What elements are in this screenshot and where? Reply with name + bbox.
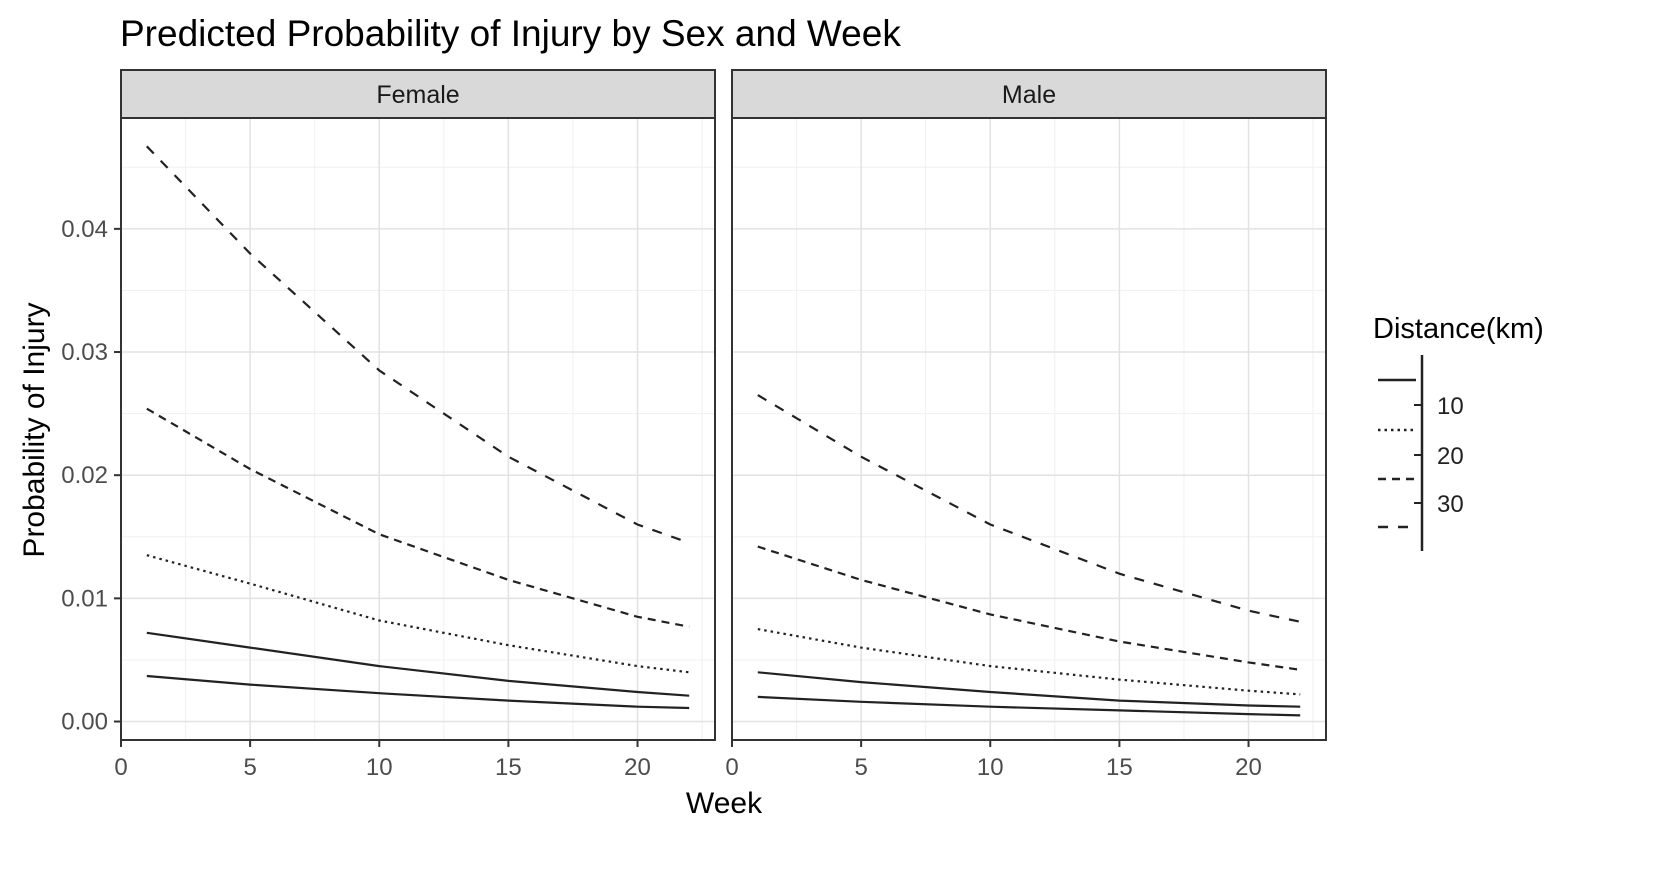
y-tick-label: 0.00: [61, 709, 108, 736]
series-line-dashed-short: [146, 407, 690, 628]
x-tick-label: 15: [495, 754, 522, 781]
y-tick-label: 0.04: [61, 216, 108, 243]
panel-male: Male: [731, 69, 1327, 741]
y-axis: 0.00 0.01 0.02 0.03 0.04: [61, 216, 121, 736]
legend: Distance(km) 10 20 30: [1373, 313, 1544, 551]
x-tick-label: 20: [624, 754, 651, 781]
legend-label-10: 10: [1437, 393, 1464, 420]
chart-title: Predicted Probability of Injury by Sex a…: [120, 13, 901, 54]
x-tick-label: 10: [977, 754, 1004, 781]
panel-male-lines: [757, 394, 1301, 717]
panel-female-strip-label: Female: [376, 81, 459, 109]
panel-female-lines: [146, 145, 690, 710]
panel-female-border: [120, 117, 716, 741]
x-tick-label: 0: [114, 754, 127, 781]
x-tick-label: 0: [725, 754, 738, 781]
panel-female: Female: [120, 69, 716, 741]
panel-female-strip: [120, 69, 716, 119]
y-tick-label: 0.03: [61, 339, 108, 366]
x-tick-label: 10: [366, 754, 393, 781]
series-line-dotted: [146, 554, 690, 674]
legend-label-30: 30: [1437, 491, 1464, 518]
series-line-solid: [146, 674, 690, 710]
x-tick-label: 15: [1106, 754, 1133, 781]
panel-female-gridlines: [120, 118, 715, 740]
y-axis-title: Probability of Injury: [18, 302, 51, 557]
y-tick-label: 0.02: [61, 462, 108, 489]
series-line-solid: [757, 671, 1301, 708]
series-line-solid: [757, 695, 1301, 717]
panel-male-strip-label: Male: [1002, 81, 1056, 109]
series-line-dashed-long: [146, 145, 690, 544]
panel-male-strip: [731, 69, 1327, 119]
x-tick-label: 5: [854, 754, 867, 781]
x-tick-label: 5: [243, 754, 256, 781]
legend-title: Distance(km): [1373, 313, 1544, 345]
x-tick-label: 20: [1235, 754, 1262, 781]
series-line-dashed-long: [757, 394, 1301, 623]
series-line-dashed-short: [757, 545, 1301, 671]
series-line-solid: [146, 631, 690, 697]
panel-male-border: [731, 117, 1327, 741]
y-tick-label: 0.01: [61, 585, 108, 612]
legend-label-20: 20: [1437, 443, 1464, 470]
x-axis: 0 5 10 15 20 0 5 10 15 20: [114, 740, 1262, 781]
series-line-dotted: [757, 628, 1301, 696]
x-axis-title: Week: [686, 787, 763, 820]
panel-male-gridlines: [731, 118, 1326, 740]
